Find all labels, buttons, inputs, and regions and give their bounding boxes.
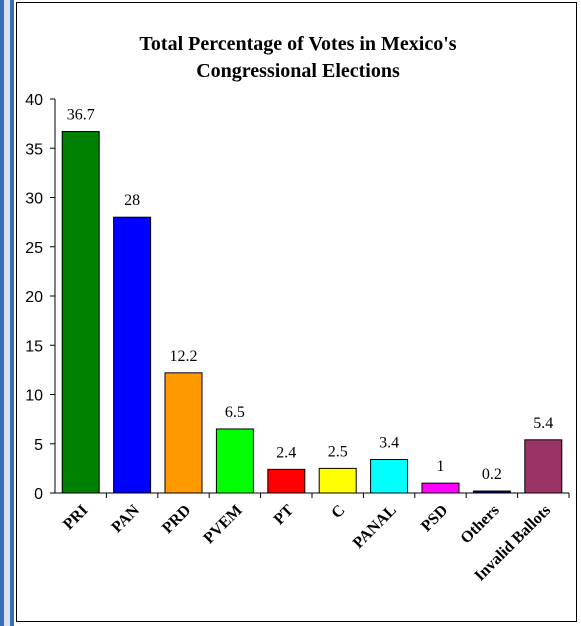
- category-label: PAN: [108, 501, 143, 536]
- value-label: 0.2: [482, 466, 502, 483]
- window-frame-inner: [4, 0, 10, 626]
- category-label: Others: [457, 502, 502, 547]
- category-label: PSD: [418, 502, 451, 535]
- window-frame: [0, 0, 14, 626]
- y-tick-label: 35: [25, 141, 43, 158]
- chart-title-line-2: Congressional Elections: [196, 60, 400, 82]
- y-tick-label: 20: [25, 289, 43, 306]
- y-tick-label: 15: [25, 338, 43, 355]
- bar-invalid-ballots: [524, 439, 563, 494]
- bar-pvem: [215, 428, 254, 494]
- chart-panel: [16, 2, 577, 622]
- category-label: PANAL: [350, 502, 400, 552]
- value-label: 12.2: [170, 348, 198, 365]
- bar-pri: [61, 131, 100, 494]
- bar-pan: [113, 216, 152, 494]
- value-label: 5.4: [533, 415, 553, 432]
- y-tick-label: 5: [34, 437, 43, 454]
- bar-psd: [421, 482, 460, 494]
- bar-others: [472, 490, 511, 494]
- value-label: 36.7: [67, 107, 95, 124]
- value-label: 1: [437, 458, 445, 475]
- bar-panal: [370, 459, 409, 494]
- category-label: PT: [271, 502, 298, 529]
- y-tick-label: 30: [25, 191, 43, 208]
- value-label: 6.5: [225, 404, 245, 421]
- y-tick-label: 25: [25, 240, 43, 257]
- bar-pt: [267, 468, 306, 494]
- y-tick-label: 40: [25, 92, 43, 109]
- bar-prd: [164, 372, 203, 494]
- value-label: 28: [124, 192, 140, 209]
- bar-c: [318, 467, 357, 494]
- value-label: 3.4: [379, 435, 399, 452]
- y-tick-label: 0: [34, 486, 43, 503]
- chart-title-line-1: Total Percentage of Votes in Mexico's: [139, 33, 456, 55]
- category-label: PVEM: [200, 502, 245, 547]
- y-tick-label: 10: [25, 388, 43, 405]
- chart-bars: [61, 131, 563, 494]
- value-label: 2.4: [276, 444, 296, 461]
- value-label: 2.5: [328, 443, 348, 460]
- category-label: C: [328, 502, 348, 522]
- chart-axes: 0 5 10 15 20 25 30 35 40: [25, 92, 570, 503]
- category-label: PRD: [159, 502, 194, 537]
- category-label: PRI: [60, 502, 92, 534]
